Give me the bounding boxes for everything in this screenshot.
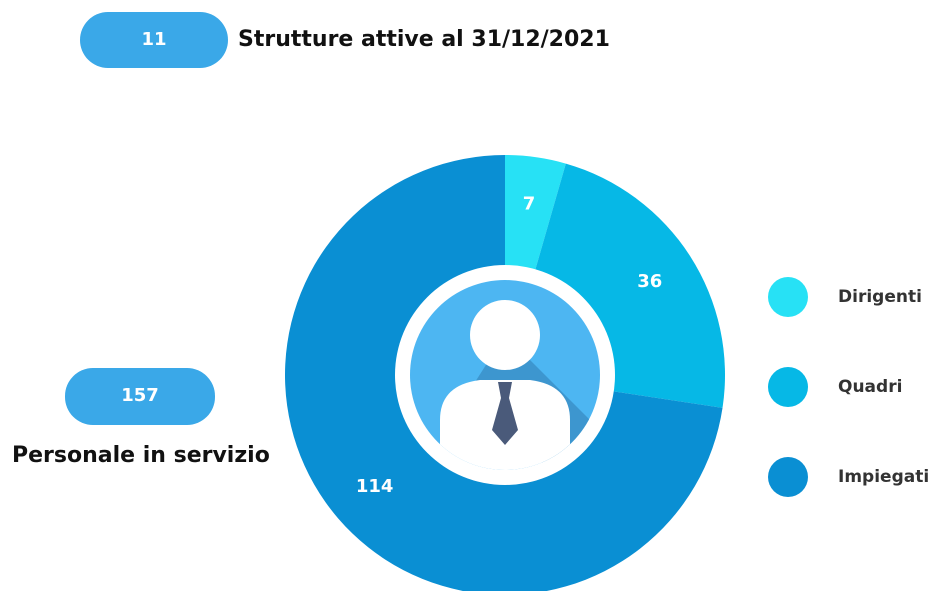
legend-label: Quadri	[838, 377, 902, 397]
structures-pill	[80, 12, 228, 68]
legend-swatch	[768, 367, 808, 407]
staff-label: Personale in servizio	[12, 443, 270, 468]
legend-swatch	[768, 277, 808, 317]
legend-swatch	[768, 457, 808, 497]
structures-label: Strutture attive al 31/12/2021	[238, 27, 610, 52]
legend-label: Dirigenti	[838, 287, 922, 307]
legend: Dirigenti Quadri Impiegati	[768, 277, 929, 497]
structures-value: 11	[141, 29, 166, 50]
staff-pill	[65, 368, 215, 425]
value-label: 7	[523, 194, 536, 215]
value-label: 36	[637, 271, 662, 292]
staff-value: 157	[121, 385, 159, 406]
value-label: 114	[356, 476, 394, 497]
legend-label: Impiegati	[838, 467, 929, 487]
